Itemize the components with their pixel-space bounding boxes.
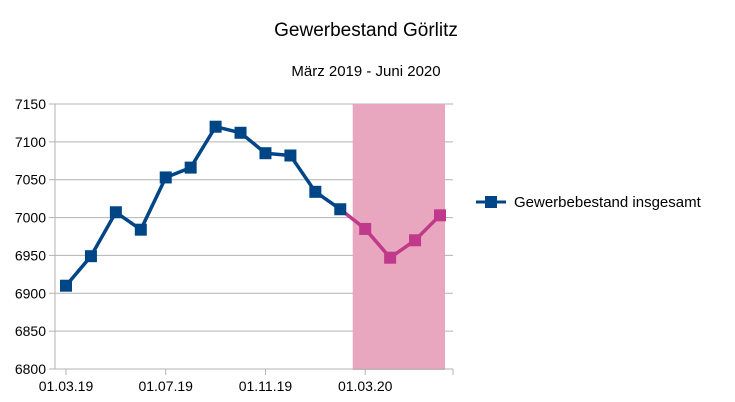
data-point	[184, 161, 197, 174]
data-point	[284, 149, 297, 162]
data-point	[60, 279, 72, 292]
data-point	[309, 185, 322, 198]
data-point	[159, 171, 172, 184]
data-point	[359, 222, 372, 235]
chart-subtitle: März 2019 - Juni 2020	[291, 63, 440, 80]
axes	[54, 104, 453, 370]
legend-label: Gewerbebestand insgesamt	[514, 194, 702, 211]
y-tick-label: 6900	[15, 285, 46, 301]
x-tick-label: 01.11.19	[239, 378, 293, 394]
data-point	[109, 206, 122, 219]
x-tick-label: 01.07.19	[138, 378, 193, 394]
y-tick-label: 7050	[15, 172, 46, 188]
x-tick-label: 01.03.20	[338, 378, 393, 394]
data-point	[384, 251, 397, 264]
data-point	[334, 203, 347, 216]
y-tick-label: 7000	[15, 210, 46, 226]
chart-title: Gewerbestand Görlitz	[274, 20, 458, 41]
data-point	[409, 234, 422, 247]
data-point	[134, 223, 147, 236]
highlight-region	[352, 104, 445, 370]
y-axis-ticks: 6800 6850 6900 6950 7000 7050 7100 7150	[15, 96, 55, 377]
legend: Gewerbebestand insgesamt	[476, 194, 702, 211]
x-axis-ticks: 01.03.19 01.07.19 01.11.19 01.03.20	[39, 369, 454, 394]
y-tick-label: 6850	[15, 323, 46, 339]
y-tick-label: 6950	[15, 247, 46, 263]
y-tick-label: 7100	[15, 134, 46, 150]
series-line	[64, 124, 342, 287]
highlight-rect	[352, 104, 445, 370]
x-tick-label: 01.03.19	[39, 378, 94, 394]
data-point	[259, 147, 272, 160]
y-tick-label: 6800	[15, 361, 46, 377]
data-point	[234, 126, 247, 139]
data-point	[209, 120, 222, 133]
y-tick-label: 7150	[15, 96, 46, 112]
data-point	[434, 209, 446, 222]
data-point	[84, 250, 97, 263]
series-points	[60, 120, 446, 292]
legend-marker	[485, 196, 497, 208]
